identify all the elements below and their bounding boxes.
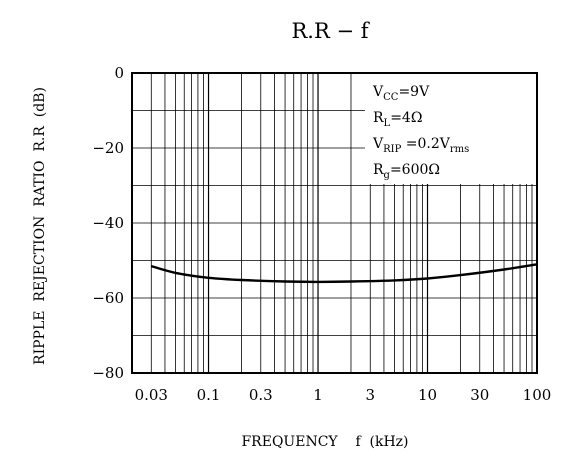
x-tick-label: 1 [313, 386, 323, 404]
chart-title: R.R − f [291, 19, 370, 43]
x-tick-label: 0.03 [135, 386, 168, 404]
conditions-annotation: VCC=9V RL=4Ω VRIP =0.2Vrms Rg=600Ω [365, 74, 536, 184]
x-tick-label: 30 [470, 386, 489, 404]
x-tick-label: 0.3 [249, 386, 273, 404]
annotation-line: RL=4Ω [373, 110, 422, 129]
y-tick-label: −20 [92, 139, 124, 157]
annotation-line: VRIP =0.2Vrms [372, 136, 469, 155]
annotation-line: VCC=9V [372, 84, 430, 103]
x-axis-label: FREQUENCY f (kHz) [241, 434, 408, 450]
x-tick-label: 3 [365, 386, 375, 404]
x-tick-label: 100 [523, 386, 552, 404]
series-line [150, 263, 538, 284]
annotation-background [365, 74, 536, 184]
y-tick-label: −80 [92, 364, 124, 382]
plot-frame [131, 72, 538, 374]
x-tick-label: 0.1 [197, 386, 221, 404]
annotation-line: Rg=600Ω [373, 162, 440, 181]
y-axis-label: RIPPLE REJECTION RATIO R.R (dB) [32, 87, 48, 365]
grid [132, 73, 537, 373]
y-tick-label: −40 [92, 214, 124, 232]
y-tick-label: 0 [114, 64, 124, 82]
y-tick-label: −60 [92, 289, 124, 307]
x-tick-label: 10 [418, 386, 437, 404]
tick-labels: 0.03 0.1 0.3 1 3 10 30 100 0 −20 −40 −60 −80 [92, 64, 551, 404]
